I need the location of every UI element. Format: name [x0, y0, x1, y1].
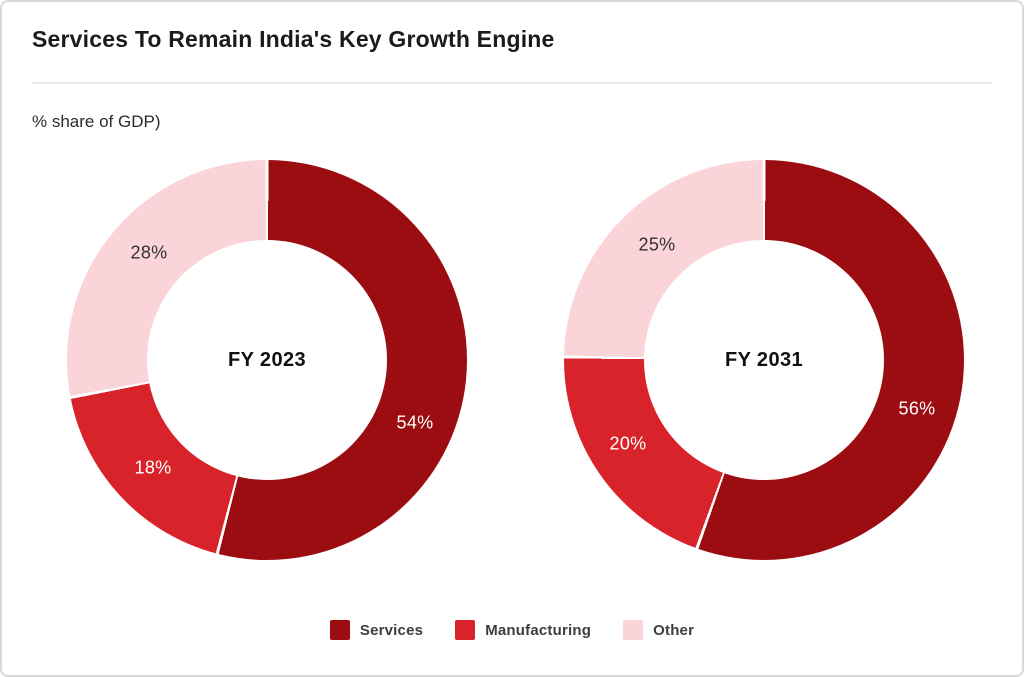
chart-subtitle: % share of GDP)	[32, 112, 161, 131]
legend-item-manufacturing: Manufacturing	[455, 620, 591, 640]
slice-label-services-fy2023: 54%	[396, 412, 434, 433]
donut-chart-fy2031: FY 2031 56% 20% 25%	[564, 160, 964, 560]
donut-chart-fy2023: FY 2023 54% 18% 28%	[67, 160, 467, 560]
legend-item-services: Services	[329, 620, 424, 640]
divider	[32, 82, 992, 84]
legend: Services Manufacturing Other	[2, 620, 1022, 640]
slice-label-manufacturing-fy2023: 18%	[134, 457, 172, 478]
donut-center-label-fy2031: FY 2031	[724, 348, 804, 371]
legend-swatch-other	[623, 620, 644, 640]
slice-label-manufacturing-fy2031: 20%	[609, 433, 647, 454]
legend-swatch-services	[329, 620, 350, 640]
legend-swatch-manufacturing	[455, 620, 476, 640]
donut-center-label-fy2023: FY 2023	[227, 348, 307, 371]
legend-label-manufacturing: Manufacturing	[485, 621, 592, 639]
slice-label-services-fy2031: 56%	[898, 398, 936, 419]
legend-item-other: Other	[623, 620, 694, 640]
slice-label-other-fy2031: 25%	[638, 234, 676, 255]
legend-label-services: Services	[359, 621, 424, 639]
slice-label-other-fy2023: 28%	[130, 242, 168, 263]
chart-title: Services To Remain India's Key Growth En…	[32, 26, 555, 52]
donut-hole-fy2023	[147, 240, 387, 480]
legend-label-other: Other	[653, 621, 695, 639]
donut-hole-fy2031	[644, 240, 884, 480]
